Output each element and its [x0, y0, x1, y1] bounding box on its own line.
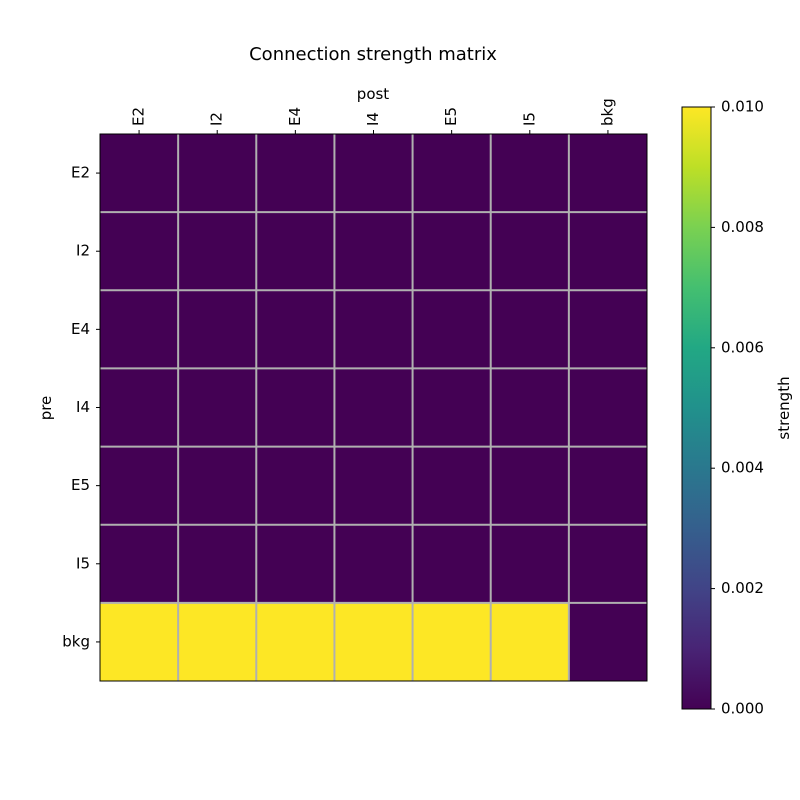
colorbar-tick-label: 0.006 [721, 338, 764, 356]
heatmap-gridlines [100, 134, 647, 681]
colorbar-tick-label: 0.008 [721, 218, 764, 236]
heatmap-cell-I4-E4 [256, 368, 335, 448]
heatmap-cell-E4-E5 [412, 290, 492, 369]
heatmap-cell-E2-E2 [100, 134, 179, 213]
heatmap-cell-I2-E4 [256, 212, 335, 291]
heatmap-cell-E5-bkg [568, 446, 648, 526]
heatmap-cell-I5-I2 [178, 524, 257, 604]
heatmap-cell-I2-I4 [334, 212, 414, 291]
y-tick-label-E2: E2 [71, 164, 90, 182]
y-tick-label-I2: I2 [76, 242, 90, 260]
heatmap-cell-I5-E4 [256, 524, 335, 604]
heatmap-cell-I2-E5 [412, 212, 492, 291]
heatmap-cell-E4-I5 [490, 290, 570, 369]
heatmap-cell-E2-I4 [334, 134, 414, 213]
heatmap-cells [100, 134, 648, 682]
heatmap-cell-E5-I2 [178, 446, 257, 526]
heatmap-cell-E2-I2 [178, 134, 257, 213]
y-tick-label-E4: E4 [71, 320, 90, 338]
heatmap-cell-I4-bkg [568, 368, 648, 448]
heatmap-cell-I2-I2 [178, 212, 257, 291]
heatmap-cell-E5-E4 [256, 446, 335, 526]
x-tick-label-bkg: bkg [598, 98, 616, 126]
heatmap-cell-E4-E2 [100, 290, 179, 369]
heatmap-cell-I5-E2 [100, 524, 179, 604]
heatmap-cell-I4-E2 [100, 368, 179, 448]
x-axis-label: post [357, 85, 390, 103]
heatmap-cell-E4-E4 [256, 290, 335, 369]
x-tick-label-E2: E2 [130, 107, 148, 126]
heatmap-cell-bkg-I5 [490, 602, 570, 682]
heatmap-cell-E2-bkg [568, 134, 648, 213]
heatmap-cell-I2-bkg [568, 212, 648, 291]
heatmap-cell-I4-E5 [412, 368, 492, 448]
x-tick-label-I5: I5 [520, 112, 538, 126]
y-tick-label-E5: E5 [71, 476, 90, 494]
heatmap-cell-I4-I2 [178, 368, 257, 448]
colorbar-tick-label: 0.004 [721, 459, 764, 477]
heatmap-cell-bkg-E5 [412, 602, 492, 682]
heatmap-cell-I5-bkg [568, 524, 648, 604]
colorbar [681, 106, 712, 710]
y-axis-label: pre [37, 396, 55, 421]
heatmap-cell-E5-I4 [334, 446, 414, 526]
heatmap-cell-bkg-E2 [100, 602, 179, 682]
heatmap-cell-I5-E5 [412, 524, 492, 604]
heatmap-cell-E4-bkg [568, 290, 648, 369]
heatmap-cell-bkg-I4 [334, 602, 414, 682]
heatmap-cell-I4-I4 [334, 368, 414, 448]
heatmap-cell-I2-E2 [100, 212, 179, 291]
colorbar-tick-label: 0.010 [721, 98, 764, 116]
heatmap-cell-bkg-E4 [256, 602, 335, 682]
y-tick-label-I4: I4 [76, 398, 90, 416]
heatmap-cell-E5-E5 [412, 446, 492, 526]
heatmap-cell-I5-I4 [334, 524, 414, 604]
colorbar-label: strength [775, 376, 793, 439]
x-axis-ticks: E2 I2 E4 I4 E5 I5 bkg [130, 98, 616, 134]
heatmap-cell-I5-I5 [490, 524, 570, 604]
heatmap-cell-bkg-bkg [568, 602, 648, 682]
y-tick-label-bkg: bkg [62, 632, 90, 650]
x-tick-label-E5: E5 [442, 107, 460, 126]
heatmap-cell-I2-I5 [490, 212, 570, 291]
x-tick-label-E4: E4 [286, 107, 304, 126]
heatmap-cell-E2-I5 [490, 134, 570, 213]
heatmap-cell-I4-I5 [490, 368, 570, 448]
heatmap-cell-E4-I2 [178, 290, 257, 369]
heatmap-cell-E5-E2 [100, 446, 179, 526]
y-axis-ticks: E2 I2 E4 I4 E5 I5 bkg [62, 164, 100, 650]
chart-title: Connection strength matrix [249, 44, 497, 65]
colorbar-tick-label: 0.002 [721, 579, 764, 597]
y-tick-label-I5: I5 [76, 554, 90, 572]
heatmap-cell-E2-E5 [412, 134, 492, 213]
heatmap-cell-E2-E4 [256, 134, 335, 213]
heatmap-cell-bkg-I2 [178, 602, 257, 682]
x-tick-label-I2: I2 [208, 112, 226, 126]
heatmap-cell-E5-I5 [490, 446, 570, 526]
colorbar-tick-label: 0.000 [721, 700, 764, 718]
x-tick-label-I4: I4 [364, 112, 382, 126]
heatmap-cell-E4-I4 [334, 290, 414, 369]
colorbar-ticks: 0.000 0.002 0.004 0.006 0.008 0.010 [711, 98, 764, 718]
